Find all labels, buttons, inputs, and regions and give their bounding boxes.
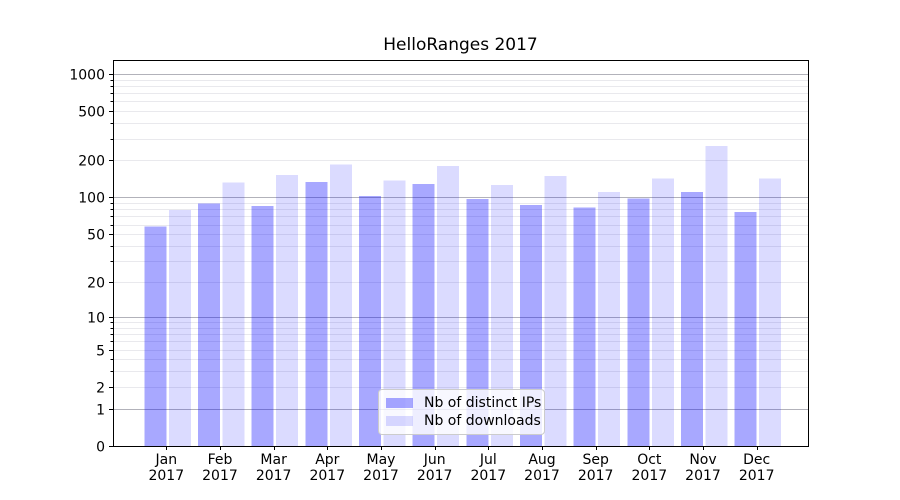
bar-downloads-mar (276, 175, 299, 446)
bar-downloads-aug (544, 175, 567, 447)
x-tick-label-year-nov: 2017 (685, 468, 721, 484)
bar-distinct-ips-jan (144, 226, 167, 446)
legend-item-distinct-ips: Nb of distinct IPs (386, 395, 541, 411)
y-tick-label-50: 50 (87, 228, 105, 244)
x-tick-label-year-jun: 2017 (417, 468, 453, 484)
bar-downloads-may (383, 180, 406, 447)
bar-distinct-ips-feb (198, 203, 220, 446)
x-tick-label-month-oct: Oct (637, 452, 662, 468)
x-tick-label-year-mar: 2017 (256, 468, 292, 484)
y-tick-label-0: 0 (96, 440, 105, 456)
y-tick-label-10: 10 (87, 311, 105, 327)
bar-distinct-ips-jun (412, 183, 435, 446)
bar-distinct-ips-mar (251, 206, 274, 446)
bar-distinct-ips-nov (681, 191, 703, 446)
bar-distinct-ips-apr (305, 182, 328, 446)
bar-downloads-feb (222, 182, 245, 446)
bar-downloads-oct (651, 178, 674, 446)
x-tick-label-year-jul: 2017 (470, 468, 506, 484)
legend-swatch-distinct-ips (386, 397, 413, 408)
y-tick-label-20: 20 (87, 276, 105, 292)
x-tick-label-year-apr: 2017 (309, 468, 345, 484)
y-tick-label-200: 200 (78, 154, 105, 170)
bar-downloads-jan (168, 210, 191, 446)
legend: Nb of distinct IPs Nb of downloads (378, 389, 545, 435)
x-tick-label-month-sep: Sep (582, 452, 609, 468)
x-tick-label-year-jan: 2017 (148, 468, 184, 484)
x-tick-label-year-dec: 2017 (739, 468, 775, 484)
y-tick-label-1: 1 (96, 403, 105, 419)
y-tick-label-100: 100 (78, 191, 105, 207)
bar-distinct-ips-aug (520, 204, 542, 446)
bar-downloads-jun (437, 166, 460, 446)
x-tick-label-month-dec: Dec (743, 452, 770, 468)
bar-distinct-ips-sep (573, 207, 596, 446)
legend-label-downloads: Nb of downloads (424, 413, 541, 430)
x-tick-label-year-feb: 2017 (202, 468, 238, 484)
bar-downloads-nov (705, 145, 728, 446)
y-tick-label-1000: 1000 (69, 68, 105, 84)
x-tick-label-year-aug: 2017 (524, 468, 560, 484)
x-tick-label-month-apr: Apr (315, 452, 339, 468)
bar-downloads-sep (598, 191, 621, 446)
x-tick-label-month-jun: Jun (423, 452, 446, 468)
bar-distinct-ips-may (359, 195, 381, 446)
x-tick-label-month-may: May (367, 452, 396, 468)
y-tick-label-500: 500 (78, 105, 105, 121)
bar-downloads-jul (490, 185, 513, 446)
bar-downloads-dec (759, 178, 782, 446)
x-tick-label-year-oct: 2017 (632, 468, 668, 484)
x-tick-label-month-aug: Aug (528, 452, 555, 468)
bar-distinct-ips-dec (734, 212, 757, 446)
chart-title: HelloRanges 2017 (383, 35, 538, 55)
bar-distinct-ips-oct (627, 198, 650, 446)
x-tick-label-year-sep: 2017 (578, 468, 614, 484)
x-tick-label-month-feb: Feb (208, 452, 233, 468)
y-tick-label-2: 2 (96, 381, 105, 397)
legend-label-distinct-ips: Nb of distinct IPs (424, 394, 542, 411)
bar-distinct-ips-jul (466, 199, 489, 446)
bar-downloads-apr (329, 164, 352, 447)
x-tick-label-month-mar: Mar (260, 452, 287, 468)
x-tick-label-month-jan: Jan (155, 452, 178, 468)
y-tick-label-5: 5 (96, 344, 105, 360)
legend-swatch-downloads (386, 416, 413, 427)
x-tick-label-month-nov: Nov (689, 452, 716, 468)
x-tick-label-month-jul: Jul (479, 452, 497, 468)
x-tick-label-year-may: 2017 (363, 468, 399, 484)
legend-item-downloads: Nb of downloads (386, 414, 541, 430)
axes-spines (113, 60, 809, 447)
